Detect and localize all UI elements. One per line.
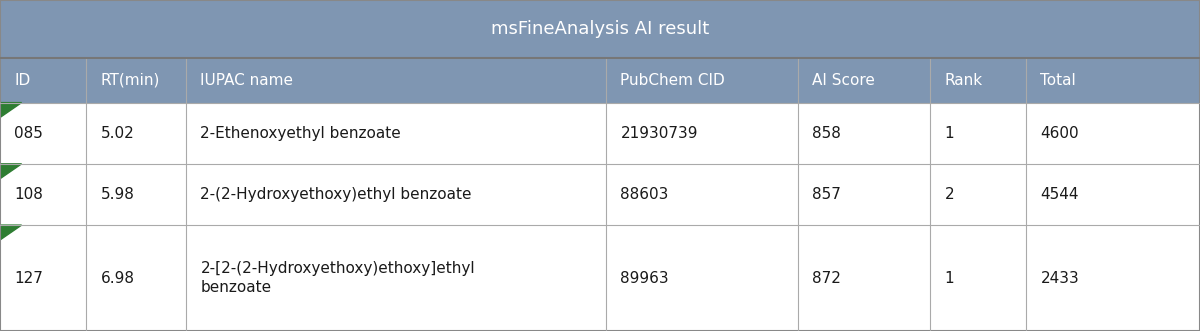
Text: 21930739: 21930739 — [620, 126, 698, 141]
Text: IUPAC name: IUPAC name — [200, 73, 293, 88]
Bar — [0, 103, 1200, 164]
Text: 88603: 88603 — [620, 187, 668, 202]
Text: 1: 1 — [944, 126, 954, 141]
Text: 89963: 89963 — [620, 270, 670, 286]
Bar — [0, 58, 1200, 103]
Text: 1: 1 — [944, 270, 954, 286]
Polygon shape — [0, 164, 22, 179]
Text: 6.98: 6.98 — [101, 270, 134, 286]
Text: RT(min): RT(min) — [101, 73, 160, 88]
Text: msFineAnalysis AI result: msFineAnalysis AI result — [491, 20, 709, 38]
Text: 858: 858 — [812, 126, 841, 141]
Text: 4600: 4600 — [1040, 126, 1079, 141]
Text: 2-[2-(2-Hydroxyethoxy)ethoxy]ethyl
benzoate: 2-[2-(2-Hydroxyethoxy)ethoxy]ethyl benzo… — [200, 260, 475, 296]
Text: 2433: 2433 — [1040, 270, 1079, 286]
Text: AI Score: AI Score — [812, 73, 875, 88]
Text: Total: Total — [1040, 73, 1076, 88]
Bar — [0, 164, 1200, 225]
Text: 2: 2 — [944, 187, 954, 202]
Text: 5.02: 5.02 — [101, 126, 134, 141]
Polygon shape — [0, 103, 22, 118]
Text: Rank: Rank — [944, 73, 983, 88]
Polygon shape — [0, 225, 22, 240]
Text: 857: 857 — [812, 187, 841, 202]
Text: 2-Ethenoxyethyl benzoate: 2-Ethenoxyethyl benzoate — [200, 126, 401, 141]
Bar — [0, 0, 1200, 58]
Text: 2-(2-Hydroxyethoxy)ethyl benzoate: 2-(2-Hydroxyethoxy)ethyl benzoate — [200, 187, 472, 202]
Text: 108: 108 — [14, 187, 43, 202]
Text: PubChem CID: PubChem CID — [620, 73, 725, 88]
Text: ID: ID — [14, 73, 31, 88]
Text: 127: 127 — [14, 270, 43, 286]
Text: 085: 085 — [14, 126, 43, 141]
Bar — [0, 225, 1200, 331]
Text: 872: 872 — [812, 270, 841, 286]
Text: 4544: 4544 — [1040, 187, 1079, 202]
Text: 5.98: 5.98 — [101, 187, 134, 202]
